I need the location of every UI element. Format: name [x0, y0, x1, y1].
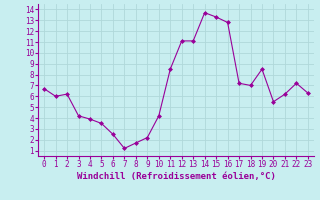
X-axis label: Windchill (Refroidissement éolien,°C): Windchill (Refroidissement éolien,°C) [76, 172, 276, 181]
